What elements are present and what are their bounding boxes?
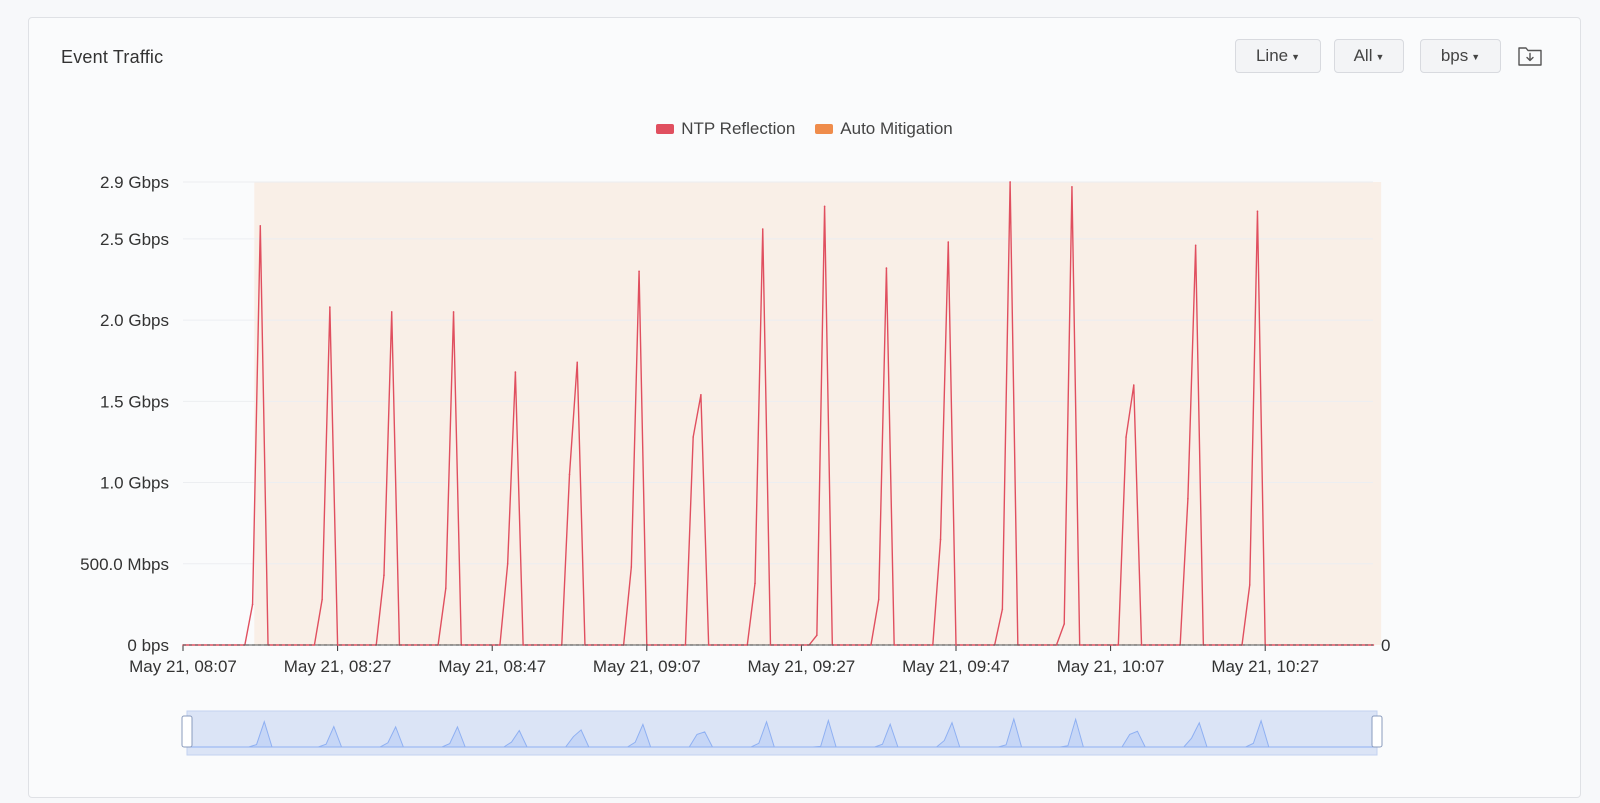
data-point: [700, 394, 702, 396]
data-point: [638, 270, 640, 273]
series-layer: [182, 181, 1375, 646]
data-point: [1009, 181, 1011, 183]
caret-down-icon: ▼: [1291, 52, 1301, 62]
zoom-handle-right[interactable]: [1371, 715, 1383, 748]
data-point: [329, 306, 331, 308]
x-tick-label: May 21, 10:07: [1057, 657, 1165, 676]
y-axis-labels: 0 bps 500.0 Mbps 1.0 Gbps 1.5 Gbps 2.0 Gbps 2…: [80, 173, 169, 655]
data-point: [761, 228, 764, 230]
data-point: [1372, 644, 1375, 646]
data-point: [684, 644, 687, 646]
data-point: [630, 566, 633, 568]
x-tick-label: May 21, 09:47: [902, 657, 1010, 676]
x-tick-label: May 21, 08:47: [438, 657, 546, 676]
chart-type-label: Line: [1255, 46, 1289, 65]
y-tick-label: 2.9 Gbps: [100, 173, 169, 192]
chart-type-dropdown[interactable]: Line ▼: [1235, 39, 1321, 73]
data-point: [939, 538, 942, 541]
data-point: [1194, 244, 1197, 247]
data-point: [313, 644, 316, 646]
data-point: [1132, 384, 1135, 386]
data-point: [823, 205, 826, 208]
data-point: [1248, 584, 1251, 586]
data-point: [568, 473, 571, 476]
card-title: Event Traffic: [61, 47, 164, 67]
data-point: [769, 644, 772, 646]
filter-dropdown[interactable]: All ▼: [1334, 39, 1404, 73]
y-tick-label: 2.0 Gbps: [100, 311, 169, 330]
unit-label: bps: [1440, 46, 1469, 65]
data-point: [251, 603, 254, 606]
data-point: [383, 574, 385, 576]
data-point: [1071, 186, 1073, 188]
y-tick-label: 1.0 Gbps: [100, 474, 169, 493]
legend-label: Auto Mitigation: [840, 119, 953, 138]
y-tick-label: 1.5 Gbps: [100, 392, 169, 411]
x-axis: May 21, 08:07 May 21, 08:27 May 21, 08:47 M…: [129, 636, 1390, 676]
data-point: [576, 361, 579, 364]
legend-swatch: [656, 124, 675, 134]
data-point: [885, 267, 888, 269]
data-point: [1256, 210, 1259, 213]
data-point: [692, 436, 694, 438]
data-point: [1063, 623, 1066, 625]
grid-layer: [183, 181, 1373, 646]
series-line-ntp-reflection: [183, 181, 1374, 646]
data-point: [1187, 497, 1189, 500]
data-point: [259, 225, 262, 227]
data-point: [499, 644, 501, 646]
data-point: [1140, 644, 1143, 646]
data-point: [955, 644, 957, 646]
data-point: [321, 598, 323, 601]
zoom-overview-series: [187, 717, 1377, 748]
data-point: [522, 644, 524, 646]
right-axis-label: 0: [1381, 636, 1390, 655]
x-tick-label: May 21, 09:27: [748, 657, 856, 676]
x-tick-label: May 21, 08:27: [284, 657, 392, 676]
data-point: [870, 644, 872, 646]
zoom-slider[interactable]: [181, 710, 1383, 756]
folder-download-icon[interactable]: [1516, 43, 1544, 69]
data-point: [947, 241, 950, 243]
data-point: [816, 634, 818, 637]
zoom-handle-left[interactable]: [181, 715, 193, 748]
data-point: [506, 562, 509, 565]
data-point: [514, 371, 517, 373]
x-tick-label: May 21, 08:07: [129, 657, 237, 676]
y-tick-label: 500.0 Mbps: [80, 555, 169, 574]
data-point: [754, 582, 756, 585]
data-point: [445, 587, 447, 589]
caret-down-icon: ▼: [1471, 52, 1481, 62]
legend-item-ntp-reflection[interactable]: NTP Reflection: [656, 119, 795, 139]
data-point: [1001, 608, 1004, 611]
caret-down-icon: ▼: [1375, 52, 1385, 62]
data-point: [707, 644, 710, 646]
unit-dropdown[interactable]: bps ▼: [1420, 39, 1501, 73]
data-point: [1125, 436, 1127, 438]
zoom-window: [186, 710, 1378, 756]
chart-legend: NTP Reflection Auto Mitigation: [29, 119, 1580, 139]
x-tick-label: May 21, 09:07: [593, 657, 701, 676]
y-tick-label: 0 bps: [127, 636, 169, 655]
legend-label: NTP Reflection: [681, 119, 796, 138]
x-tick-label: May 21, 10:27: [1211, 657, 1319, 676]
filter-label: All: [1353, 46, 1373, 65]
data-point: [336, 644, 339, 646]
data-point: [390, 311, 393, 313]
data-point: [452, 311, 455, 313]
data-point: [1117, 644, 1120, 646]
legend-item-auto-mitigation[interactable]: Auto Mitigation: [815, 119, 953, 139]
data-point: [1055, 644, 1058, 646]
data-point: [877, 598, 880, 601]
y-tick-label: 2.5 Gbps: [100, 230, 169, 249]
legend-swatch: [815, 124, 834, 134]
